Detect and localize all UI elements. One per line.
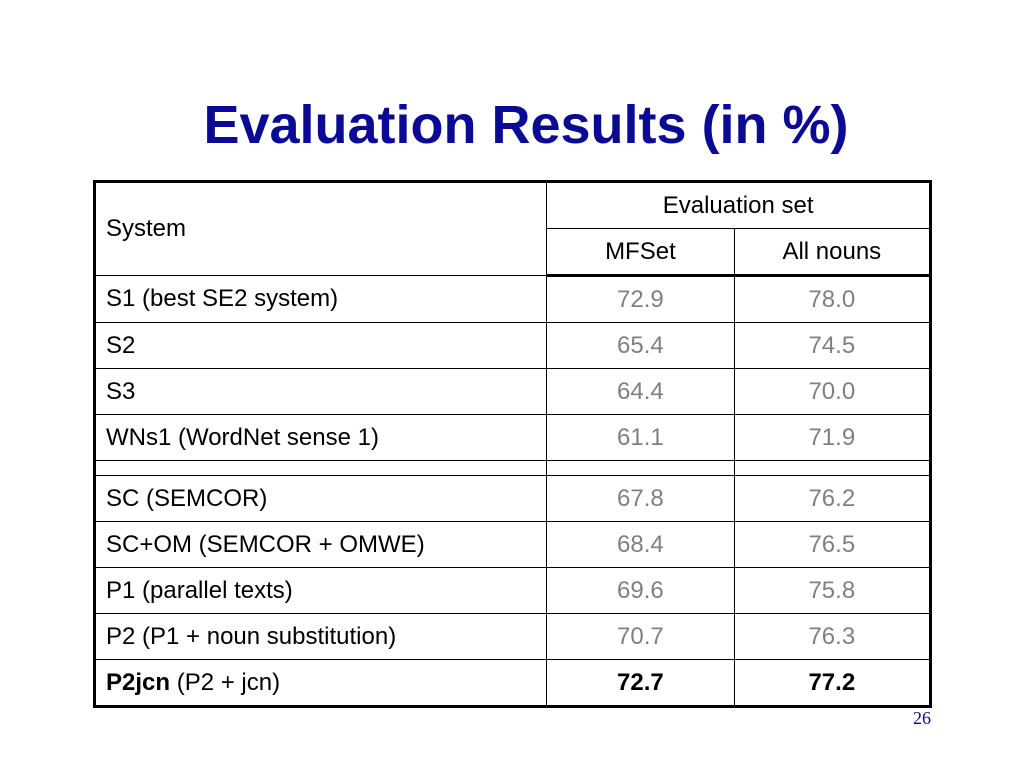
evaluation-set-header: Evaluation set xyxy=(546,181,931,229)
results-table: System Evaluation set MFSet All nouns S1… xyxy=(93,180,932,708)
system-cell: S1 (best SE2 system) xyxy=(93,275,548,323)
page-number: 26 xyxy=(913,708,931,728)
table-spacer-row xyxy=(93,460,932,476)
spacer-cell xyxy=(733,460,932,476)
mfset-cell: 70.7 xyxy=(546,613,735,660)
all-nouns-cell: 76.2 xyxy=(733,475,932,522)
all-nouns-column-header: All nouns xyxy=(733,228,932,277)
table-row: P1 (parallel texts) 69.6 75.8 xyxy=(93,567,932,614)
table-row: SC+OM (SEMCOR + OMWE) 68.4 76.5 xyxy=(93,521,932,568)
system-name-detail: (P2 + jcn) xyxy=(170,668,281,696)
all-nouns-cell: 71.9 xyxy=(733,414,932,461)
system-cell: SC+OM (SEMCOR + OMWE) xyxy=(93,521,548,568)
mfset-column-header: MFSet xyxy=(546,228,735,277)
all-nouns-cell: 78.0 xyxy=(733,275,932,323)
mfset-cell: 64.4 xyxy=(546,368,735,415)
table-row: S3 64.4 70.0 xyxy=(93,368,932,415)
system-cell: P2 (P1 + noun substitution) xyxy=(93,613,548,660)
mfset-cell: 65.4 xyxy=(546,322,735,369)
all-nouns-cell: 74.5 xyxy=(733,322,932,369)
table-subheader-row: MFSet All nouns xyxy=(95,228,932,277)
system-cell: S3 xyxy=(93,368,548,415)
mfset-cell: 68.4 xyxy=(546,521,735,568)
system-cell: SC (SEMCOR) xyxy=(93,475,548,522)
all-nouns-cell: 76.5 xyxy=(733,521,932,568)
all-nouns-cell: 75.8 xyxy=(733,567,932,614)
all-nouns-cell: 77.2 xyxy=(733,659,932,707)
all-nouns-cell: 70.0 xyxy=(733,368,932,415)
table-header-row: System Evaluation set xyxy=(93,181,931,276)
table-row-best: P2jcn (P2 + jcn) 72.7 77.2 xyxy=(93,659,932,707)
system-column-header: System xyxy=(93,181,548,276)
slide-title: Evaluation Results (in %) xyxy=(203,95,849,155)
system-cell: P2jcn (P2 + jcn) xyxy=(93,659,548,707)
mfset-cell: 61.1 xyxy=(546,414,735,461)
table-row: WNs1 (WordNet sense 1) 61.1 71.9 xyxy=(93,414,932,461)
system-cell: P1 (parallel texts) xyxy=(93,567,548,614)
table-row: S2 65.4 74.5 xyxy=(93,322,932,369)
mfset-cell: 69.6 xyxy=(546,567,735,614)
system-name-bold: P2jcn xyxy=(106,668,171,696)
table-row: S1 (best SE2 system) 72.9 78.0 xyxy=(93,275,932,323)
mfset-cell: 67.8 xyxy=(546,475,735,522)
mfset-cell: 72.9 xyxy=(546,275,735,323)
spacer-cell xyxy=(546,460,735,476)
all-nouns-cell: 76.3 xyxy=(733,613,932,660)
mfset-cell: 72.7 xyxy=(546,659,735,707)
system-cell: WNs1 (WordNet sense 1) xyxy=(93,414,548,461)
system-cell: S2 xyxy=(93,322,548,369)
spacer-cell xyxy=(93,460,548,476)
table-row: SC (SEMCOR) 67.8 76.2 xyxy=(93,475,932,522)
table-row: P2 (P1 + noun substitution) 70.7 76.3 xyxy=(93,613,932,660)
